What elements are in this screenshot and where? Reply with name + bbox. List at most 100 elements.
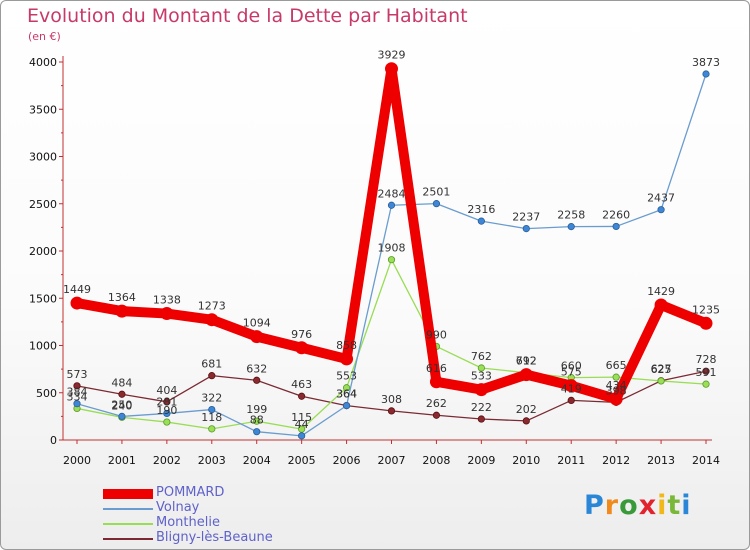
- data-point-pommard: [609, 392, 623, 406]
- data-label-pommard: 533: [471, 370, 492, 383]
- data-label-monthelie: 712: [516, 355, 537, 368]
- data-label-pommard: 692: [516, 355, 537, 368]
- data-label-pommard: 1364: [108, 291, 136, 304]
- data-point-volnay: [432, 200, 441, 208]
- data-point-bligny-l-s-beaune: [118, 390, 126, 398]
- data-label-monthelie: 660: [561, 360, 582, 373]
- data-point-volnay: [253, 428, 261, 436]
- proxiti-logo: Proxiti: [584, 490, 692, 521]
- y-tick-label: 3500: [29, 103, 57, 116]
- data-label-volnay: 250: [111, 398, 132, 411]
- data-label-pommard: 1094: [243, 317, 271, 330]
- data-point-bligny-l-s-beaune: [432, 411, 441, 419]
- data-label-bligny-l-s-beaune: 202: [516, 403, 537, 416]
- x-tick-label: 2004: [243, 454, 271, 467]
- data-label-bligny-l-s-beaune: 484: [111, 376, 132, 389]
- data-point-volnay: [342, 402, 351, 410]
- legend-label: Volnay: [156, 500, 200, 515]
- data-label-bligny-l-s-beaune: 681: [201, 358, 222, 371]
- data-label-pommard: 1235: [692, 303, 720, 316]
- legend-label: Bligny-lès-Beaune: [156, 530, 273, 545]
- legend-swatch: [103, 508, 153, 510]
- data-label-bligny-l-s-beaune: 308: [381, 393, 402, 406]
- data-label-bligny-l-s-beaune: 398: [606, 384, 627, 397]
- data-point-volnay: [702, 70, 710, 78]
- data-point-monthelie: [208, 425, 216, 433]
- data-label-pommard: 858: [336, 339, 357, 352]
- data-point-monthelie: [342, 384, 351, 392]
- data-point-volnay: [477, 217, 485, 225]
- data-point-pommard: [519, 368, 533, 382]
- data-label-volnay: 2484: [378, 187, 406, 200]
- data-label-pommard: 575: [561, 366, 582, 379]
- data-point-pommard: [160, 307, 174, 321]
- data-label-bligny-l-s-beaune: 404: [156, 384, 177, 397]
- data-point-bligny-l-s-beaune: [163, 398, 171, 406]
- data-label-monthelie: 762: [471, 350, 492, 363]
- x-tick-label: 2002: [153, 454, 181, 467]
- data-point-volnay: [657, 206, 665, 214]
- data-label-pommard: 1449: [63, 283, 91, 296]
- data-point-volnay: [298, 432, 306, 440]
- legend-swatch: [103, 538, 153, 540]
- data-label-pommard: 3929: [378, 49, 406, 62]
- data-point-pommard: [250, 330, 264, 344]
- data-label-pommard: 434: [606, 379, 627, 392]
- chart-title: Evolution du Montant de la Dette par Hab…: [27, 5, 468, 27]
- data-point-volnay: [73, 400, 81, 408]
- data-point-monthelie: [253, 417, 261, 425]
- data-label-monthelie: 199: [246, 403, 267, 416]
- data-label-pommard: 1338: [153, 294, 181, 307]
- data-point-bligny-l-s-beaune: [387, 407, 396, 415]
- data-label-volnay: 364: [336, 388, 357, 401]
- data-label-volnay: 3873: [692, 56, 720, 69]
- data-label-monthelie: 115: [291, 411, 312, 424]
- data-label-bligny-l-s-beaune: 573: [67, 368, 88, 381]
- x-tick-label: 2008: [422, 454, 450, 467]
- x-tick-label: 2012: [602, 454, 630, 467]
- data-point-pommard: [654, 298, 668, 312]
- y-tick-label: 2500: [29, 198, 57, 211]
- data-point-pommard: [564, 379, 578, 393]
- data-label-volnay: 281: [156, 395, 177, 408]
- data-point-bligny-l-s-beaune: [522, 417, 530, 425]
- data-point-bligny-l-s-beaune: [253, 376, 261, 384]
- data-label-monthelie: 625: [651, 363, 672, 376]
- data-label-volnay: 2237: [512, 211, 540, 224]
- data-point-monthelie: [702, 380, 710, 388]
- data-point-bligny-l-s-beaune: [702, 367, 710, 375]
- data-label-monthelie: 1908: [378, 242, 406, 255]
- legend-swatch: [103, 489, 153, 499]
- x-tick-label: 2007: [378, 454, 406, 467]
- data-point-bligny-l-s-beaune: [208, 372, 216, 380]
- data-label-pommard: 1273: [198, 300, 226, 313]
- y-tick-label: 500: [36, 387, 57, 400]
- data-label-pommard: 1429: [647, 285, 675, 298]
- data-point-bligny-l-s-beaune: [567, 396, 575, 405]
- data-point-pommard: [205, 313, 219, 327]
- x-tick-label: 2014: [692, 454, 720, 467]
- data-label-volnay: 2501: [422, 186, 450, 199]
- legend-label: Monthelie: [156, 515, 220, 530]
- data-point-pommard: [474, 383, 488, 397]
- y-tick-label: 3000: [29, 151, 57, 164]
- data-label-pommard: 976: [291, 328, 312, 341]
- data-label-monthelie: 240: [111, 399, 132, 412]
- data-label-volnay: 2258: [557, 209, 585, 222]
- x-tick-label: 2005: [288, 454, 316, 467]
- data-label-volnay: 384: [67, 386, 88, 399]
- y-tick-label: 4000: [29, 56, 57, 69]
- data-point-bligny-l-s-beaune: [73, 382, 81, 390]
- data-label-monthelie: 118: [201, 411, 222, 424]
- data-point-volnay: [208, 405, 216, 414]
- data-point-bligny-l-s-beaune: [477, 415, 485, 423]
- x-tick-label: 2006: [333, 454, 361, 467]
- data-label-monthelie: 334: [67, 390, 88, 403]
- data-label-bligny-l-s-beaune: 419: [561, 382, 582, 395]
- x-tick-label: 2011: [557, 454, 585, 467]
- data-label-bligny-l-s-beaune: 262: [426, 397, 447, 410]
- data-point-monthelie: [612, 373, 620, 381]
- data-label-monthelie: 591: [696, 366, 717, 379]
- x-tick-label: 2000: [63, 454, 91, 467]
